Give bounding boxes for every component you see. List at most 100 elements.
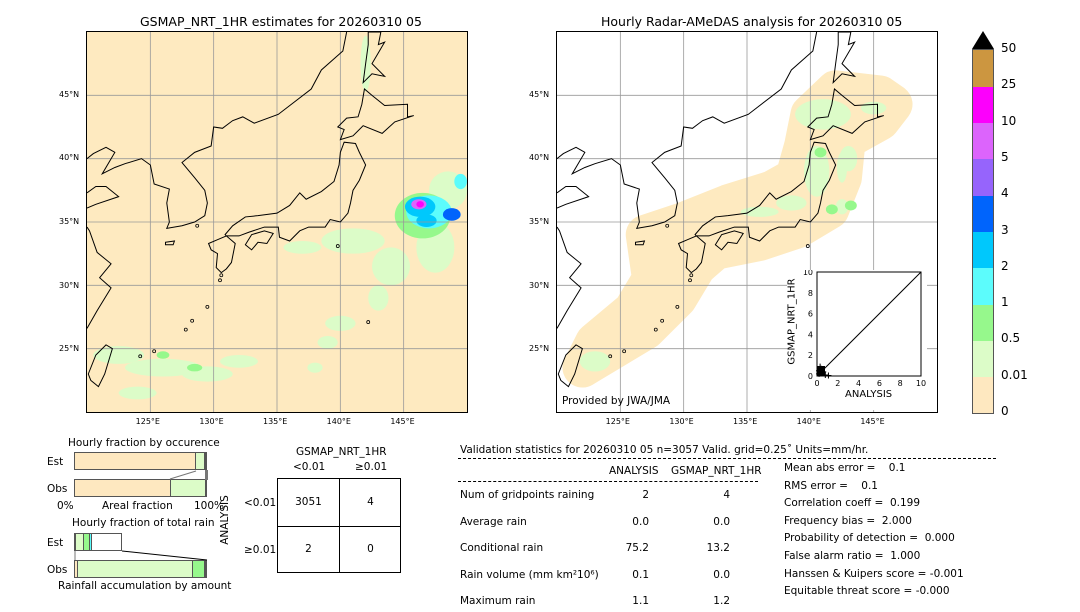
scatter-x-tick: 4 xyxy=(856,379,861,388)
lon-tick-label: 135°E xyxy=(263,417,288,426)
colorbar: 0 0.01 0.5 1 2 3 4 5 10 25 50 xyxy=(972,31,1028,418)
score-line: RMS error = 0.1 xyxy=(784,479,878,492)
one-to-one-line xyxy=(816,271,922,377)
contingency-col-lt: <0.01 xyxy=(293,461,326,473)
stat-row-gsmap: 4 xyxy=(723,489,730,501)
island xyxy=(218,278,222,283)
scatter-point-cluster xyxy=(817,366,825,376)
right-map-title: Hourly Radar-AMeDAS analysis for 2026031… xyxy=(601,14,903,29)
gsmap-map-canvas xyxy=(86,31,467,412)
stat-row-analysis: 75.2 xyxy=(625,542,649,554)
stat-row-gsmap: 1.2 xyxy=(713,595,730,607)
island xyxy=(660,318,665,323)
stat-row-analysis: 0.0 xyxy=(632,515,649,528)
coastline-honshu xyxy=(694,141,837,242)
island xyxy=(688,278,692,283)
contingency-row-lt: <0.01 xyxy=(244,497,277,509)
lat-tick-label: 45°N xyxy=(529,89,550,99)
scatter-x-tick: 10 xyxy=(916,379,926,388)
rain-patch xyxy=(776,195,807,211)
stats-col-gsmap: GSMAP_NRT_1HR xyxy=(671,465,762,477)
lat-tick-label: 40°N xyxy=(529,153,550,163)
island xyxy=(152,349,157,354)
colorbar-segment xyxy=(973,340,993,378)
rain-patch xyxy=(836,152,848,183)
scatter-y-tick: 10 xyxy=(803,270,813,277)
scatter-y-tick: 0 xyxy=(808,372,813,381)
total-rain-xlabel: Rainfall accumulation by amount xyxy=(58,580,232,592)
colorbar-label: 5 xyxy=(1001,149,1009,164)
colorbar-label: 2 xyxy=(1001,258,1009,273)
coastline-china xyxy=(86,226,112,329)
scatter-y-tick: 4 xyxy=(808,330,813,339)
rain-patch xyxy=(307,362,323,373)
coastline-mainland xyxy=(556,31,818,230)
fraction-segment xyxy=(170,480,206,496)
rain-cell xyxy=(187,363,203,372)
rain-cell xyxy=(442,208,461,221)
rain-patch xyxy=(93,346,144,364)
rain-patch xyxy=(317,336,338,349)
score-line: False alarm ratio = 1.000 xyxy=(784,550,921,562)
stat-row-label: Num of gridpoints raining xyxy=(460,489,595,501)
stat-row-analysis: 0.1 xyxy=(632,568,649,581)
coastline-hokkaido xyxy=(336,88,414,141)
island xyxy=(366,320,371,324)
contingency-col-ge: ≥0.01 xyxy=(355,461,388,473)
scatter-xlabel: ANALYSIS xyxy=(845,389,893,400)
rain-cell xyxy=(454,173,467,190)
total-rain-title: Hourly fraction of total rain xyxy=(72,517,215,529)
stat-row-label: Average rain xyxy=(460,515,527,528)
lon-tick-label: 145°E xyxy=(390,417,415,426)
contingency-table: 3051 4 2 0 xyxy=(277,478,401,573)
scatter-y-tick: 6 xyxy=(808,310,813,319)
cell-misses: 2 xyxy=(305,543,312,555)
lon-tick-label: 140°E xyxy=(796,417,821,426)
fraction-segment xyxy=(75,561,78,577)
island xyxy=(665,223,670,228)
fraction-segment xyxy=(83,534,91,550)
rain-patch xyxy=(579,351,611,372)
radar-analysis-map: Provided by JWA/JMA 0 0 2 2 4 4 6 6 8 8 10 10 ANALY… xyxy=(556,31,938,413)
stats-col-analysis: ANALYSIS xyxy=(609,465,659,477)
occurrence-connector xyxy=(169,470,208,480)
fraction-segment xyxy=(75,453,196,469)
colorbar-label: 4 xyxy=(1001,186,1009,201)
fraction-segment xyxy=(77,561,193,577)
colorbar-label: 0.01 xyxy=(1001,367,1028,382)
colorbar-label: 1 xyxy=(1001,295,1009,310)
stat-row-label: Maximum rain xyxy=(460,595,536,607)
coastline-jeju xyxy=(164,240,176,246)
rain-patch xyxy=(795,99,851,130)
island xyxy=(675,304,680,309)
scatter-point xyxy=(825,372,832,379)
lat-tick-label: 35°N xyxy=(529,217,550,226)
scatter-x-tick: 2 xyxy=(835,379,840,388)
total-rain-connector xyxy=(74,550,208,561)
occurrence-obs-label: Obs xyxy=(47,483,68,495)
cell-hits-none: 3051 xyxy=(295,496,322,508)
coastline-sakhalin xyxy=(832,31,857,85)
fraction-segment xyxy=(75,480,171,496)
coastline-sakhalin xyxy=(362,31,387,85)
stat-row-label: Conditional rain xyxy=(460,542,544,554)
contingency-row-ge: ≥0.01 xyxy=(244,544,277,556)
colorbar-label: 0.5 xyxy=(1001,331,1021,346)
rain-patch xyxy=(321,228,385,254)
fraction-segment xyxy=(195,453,205,469)
total-rain-est-label: Est xyxy=(47,537,64,549)
colorbar-label: 0 xyxy=(1001,404,1009,418)
scatter-ylabel: GSMAP_NRT_1HR xyxy=(786,278,798,365)
colorbar-label: 10 xyxy=(1001,113,1017,128)
lon-tick-label: 130°E xyxy=(199,417,224,426)
coastline-hokkaido xyxy=(806,88,884,141)
scatter-x-tick: 0 xyxy=(814,379,819,388)
island xyxy=(195,223,200,228)
score-line: Correlation coeff = 0.199 xyxy=(784,497,920,510)
coastline-kyushu xyxy=(207,235,236,274)
island xyxy=(335,244,340,248)
stat-row-analysis: 2 xyxy=(642,489,649,501)
coastline-shandong xyxy=(86,185,120,209)
map-credit: Provided by JWA/JMA xyxy=(562,395,671,407)
stat-row-gsmap: 0.0 xyxy=(713,515,730,528)
